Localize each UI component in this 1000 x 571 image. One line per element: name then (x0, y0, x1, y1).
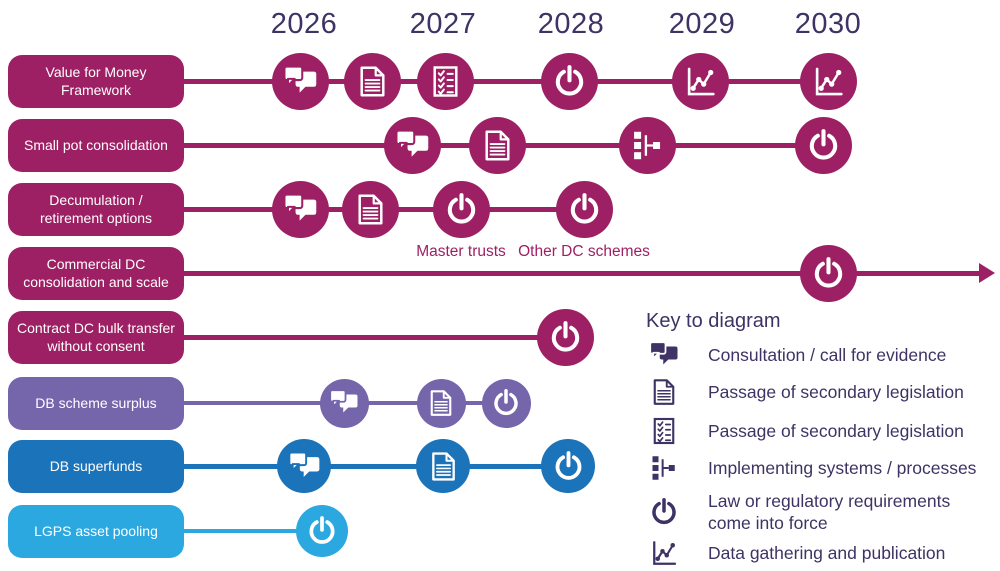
power-icon (540, 52, 598, 110)
legend-item-label: Law or regulatory requirements come into… (708, 490, 951, 533)
year-label: 2026 (270, 8, 338, 40)
legislation-document-icon (646, 375, 682, 409)
row-pill: DB superfunds (8, 439, 184, 493)
row-pill: Value for Money Framework (8, 54, 184, 108)
row-pill: LGPS asset pooling (8, 504, 184, 558)
systems-icon (646, 451, 682, 485)
row-pill: DB scheme surplus (8, 376, 184, 430)
power-icon (794, 116, 852, 174)
consultation-icon (271, 180, 329, 238)
consultation-icon (271, 52, 329, 110)
row-pill: Commercial DC consolidation and scale (8, 246, 184, 300)
legend-item-label: Data gathering and publication (708, 542, 946, 563)
row-pill: Decumulation / retirement options (8, 182, 184, 236)
power-icon (646, 495, 682, 529)
arrowhead-icon (979, 263, 995, 283)
year-label: 2030 (794, 8, 862, 40)
legislation-checklist-icon (646, 414, 682, 448)
timeline-line (184, 529, 322, 533)
legislation-document-icon (341, 180, 399, 238)
consultation-icon (319, 378, 369, 428)
year-label: 2028 (537, 8, 605, 40)
row-pill: Small pot consolidation (8, 118, 184, 172)
consultation-icon (383, 116, 441, 174)
timeline-line (184, 334, 565, 340)
power-icon (555, 180, 613, 238)
power-icon (799, 244, 857, 302)
data-gathering-icon (799, 52, 857, 110)
legislation-checklist-icon (416, 52, 474, 110)
legend-title: Key to diagram (646, 310, 781, 332)
power-icon (481, 378, 531, 428)
timeline-line (184, 78, 828, 84)
milestone-sublabel: Master trusts (416, 242, 506, 260)
consultation-icon (646, 338, 682, 372)
legislation-document-icon (416, 378, 466, 428)
power-icon (541, 439, 595, 493)
timeline-line (184, 463, 568, 469)
data-gathering-icon (646, 536, 682, 570)
legend-item-label: Passage of secondary legislation (708, 420, 964, 441)
power-icon (432, 180, 490, 238)
data-gathering-icon (671, 52, 729, 110)
systems-icon (618, 116, 676, 174)
power-icon (536, 308, 594, 366)
legend-item-label: Passage of secondary legislation (708, 381, 964, 402)
year-label: 2029 (668, 8, 736, 40)
milestone-sublabel: Other DC schemes (518, 242, 650, 260)
year-label: 2027 (409, 8, 477, 40)
legislation-document-icon (468, 116, 526, 174)
legend-item-label: Implementing systems / processes (708, 457, 977, 478)
legend-item-label: Consultation / call for evidence (708, 344, 947, 365)
consultation-icon (277, 439, 331, 493)
row-pill: Contract DC bulk transfer without consen… (8, 310, 184, 364)
timeline-line (184, 270, 980, 276)
legislation-document-icon (343, 52, 401, 110)
power-icon (296, 505, 348, 557)
legislation-document-icon (416, 439, 470, 493)
